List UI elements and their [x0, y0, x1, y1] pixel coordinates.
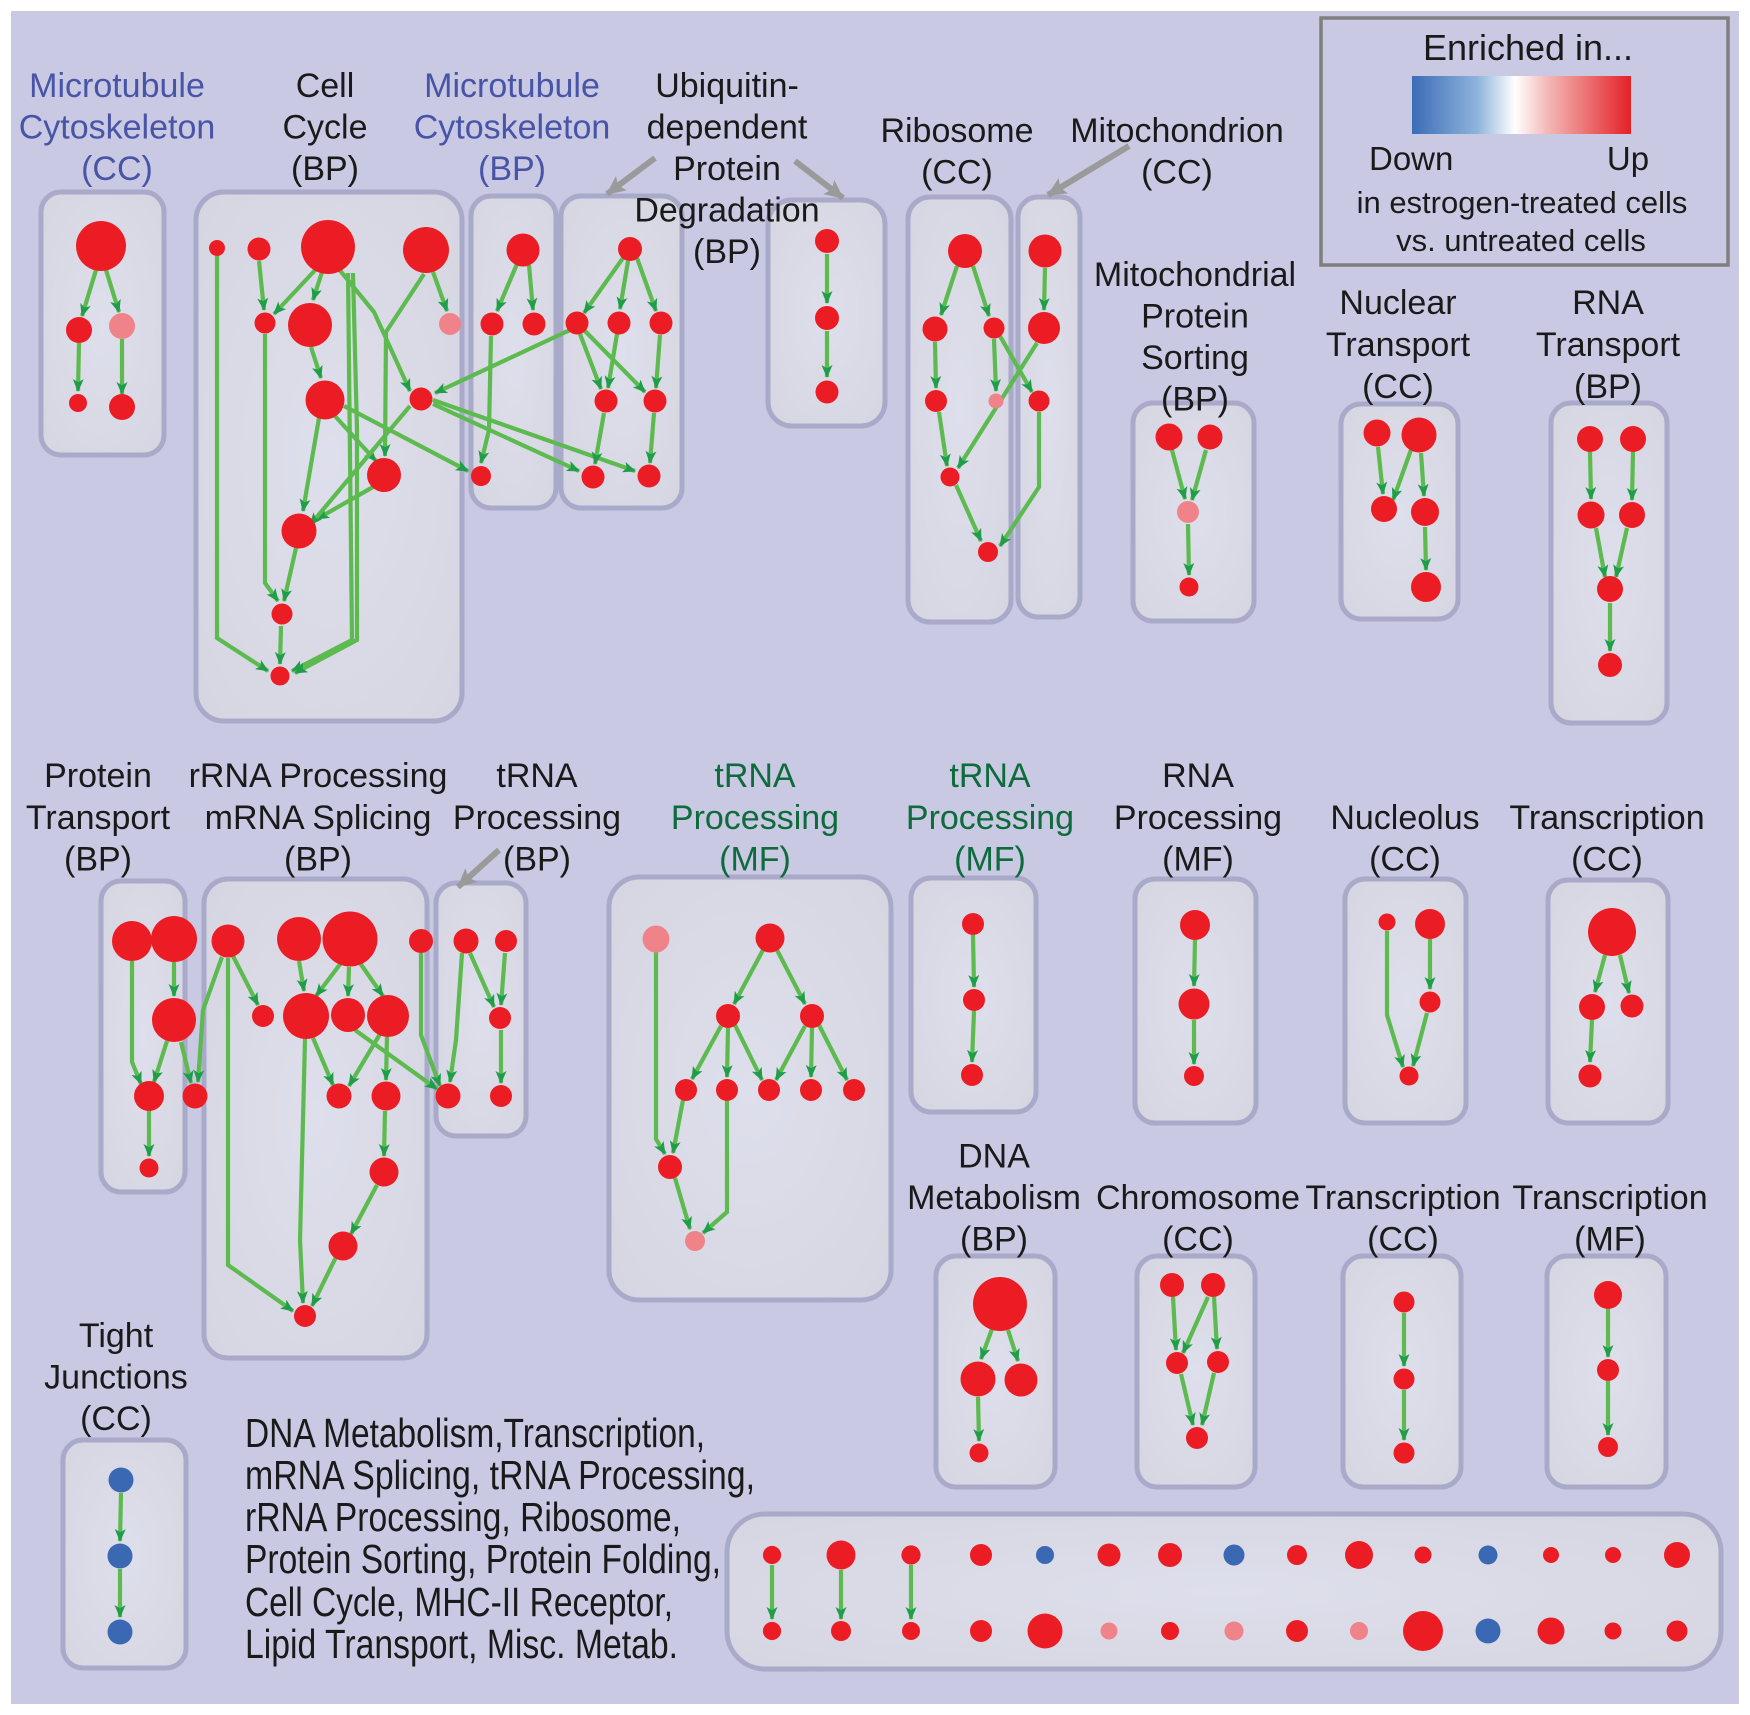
svg-text:(CC): (CC)	[81, 150, 153, 188]
svg-text:tRNA: tRNA	[949, 757, 1031, 795]
svg-text:Transcription: Transcription	[1305, 1179, 1500, 1217]
svg-text:Transport: Transport	[1326, 326, 1471, 364]
svg-text:Microtubule: Microtubule	[424, 67, 600, 105]
svg-text:(CC): (CC)	[1162, 1221, 1234, 1259]
svg-text:(BP): (BP)	[503, 841, 571, 879]
svg-text:dependent: dependent	[647, 109, 808, 147]
svg-text:Processing: Processing	[453, 799, 621, 837]
svg-text:Nuclear: Nuclear	[1339, 284, 1456, 322]
svg-text:(CC): (CC)	[1362, 368, 1434, 406]
svg-text:Protein Sorting, Protein Foldi: Protein Sorting, Protein Folding,	[245, 1536, 721, 1582]
svg-text:(CC): (CC)	[1571, 841, 1643, 879]
svg-text:(CC): (CC)	[1369, 841, 1441, 879]
svg-text:(BP): (BP)	[1161, 381, 1229, 419]
svg-text:Processing: Processing	[906, 799, 1074, 837]
svg-text:Nucleolus: Nucleolus	[1330, 799, 1479, 837]
svg-text:tRNA: tRNA	[496, 757, 578, 795]
svg-text:RNA: RNA	[1572, 284, 1644, 322]
svg-text:Up: Up	[1607, 140, 1649, 177]
svg-text:Transport: Transport	[1536, 326, 1681, 364]
svg-text:Microtubule: Microtubule	[29, 67, 205, 105]
svg-text:Cell: Cell	[296, 67, 355, 105]
svg-text:(BP): (BP)	[64, 841, 132, 879]
svg-text:Transcription: Transcription	[1512, 1179, 1707, 1217]
svg-text:Cycle: Cycle	[282, 109, 367, 147]
svg-text:Degradation: Degradation	[634, 192, 819, 230]
svg-text:Ubiquitin-: Ubiquitin-	[655, 67, 799, 105]
svg-text:tRNA: tRNA	[714, 757, 796, 795]
svg-text:(BP): (BP)	[291, 150, 359, 188]
svg-text:Down: Down	[1369, 140, 1453, 177]
svg-text:Cell Cycle, MHC-II Receptor,: Cell Cycle, MHC-II Receptor,	[245, 1579, 673, 1625]
svg-text:(MF): (MF)	[954, 841, 1026, 879]
svg-text:rRNA Processing, Ribosome,: rRNA Processing, Ribosome,	[245, 1494, 681, 1540]
svg-text:Lipid Transport, Misc. Metab.: Lipid Transport, Misc. Metab.	[245, 1621, 678, 1667]
svg-text:(BP): (BP)	[284, 841, 352, 879]
svg-text:rRNA Processing: rRNA Processing	[189, 757, 448, 795]
svg-text:Enriched in...: Enriched in...	[1423, 27, 1633, 68]
svg-text:Processing: Processing	[671, 799, 839, 837]
svg-text:(MF): (MF)	[1162, 841, 1234, 879]
svg-text:Metabolism: Metabolism	[907, 1179, 1081, 1217]
svg-text:Tight: Tight	[79, 1317, 154, 1355]
svg-text:(BP): (BP)	[478, 150, 546, 188]
svg-text:(CC): (CC)	[1141, 154, 1213, 192]
svg-text:DNA Metabolism,Transcription,: DNA Metabolism,Transcription,	[245, 1410, 705, 1456]
svg-text:(BP): (BP)	[1574, 368, 1642, 406]
svg-text:(BP): (BP)	[960, 1221, 1028, 1259]
svg-text:(CC): (CC)	[921, 154, 993, 192]
svg-text:in estrogen-treated cells: in estrogen-treated cells	[1357, 185, 1688, 220]
svg-text:Junctions: Junctions	[44, 1359, 188, 1397]
svg-text:Protein: Protein	[1141, 298, 1249, 336]
svg-text:RNA: RNA	[1162, 757, 1234, 795]
svg-text:(MF): (MF)	[719, 841, 791, 879]
svg-text:mRNA Splicing, tRNA Processing: mRNA Splicing, tRNA Processing,	[245, 1452, 755, 1498]
svg-text:Mitochondrial: Mitochondrial	[1094, 256, 1296, 294]
svg-text:(BP): (BP)	[693, 233, 761, 271]
svg-text:(MF): (MF)	[1574, 1221, 1646, 1259]
svg-text:Chromosome: Chromosome	[1096, 1179, 1300, 1217]
svg-text:DNA: DNA	[958, 1138, 1030, 1176]
svg-text:Ribosome: Ribosome	[880, 112, 1033, 150]
svg-text:Transcription: Transcription	[1509, 799, 1704, 837]
svg-text:vs. untreated cells: vs. untreated cells	[1396, 223, 1646, 258]
svg-text:Transport: Transport	[26, 799, 171, 837]
svg-text:Processing: Processing	[1114, 799, 1282, 837]
svg-text:Protein: Protein	[673, 150, 781, 188]
svg-text:Sorting: Sorting	[1141, 339, 1249, 377]
svg-text:Cytoskeleton: Cytoskeleton	[414, 109, 611, 147]
svg-text:(CC): (CC)	[80, 1400, 152, 1438]
svg-text:mRNA Splicing: mRNA Splicing	[205, 799, 432, 837]
svg-text:Mitochondrion: Mitochondrion	[1070, 112, 1284, 150]
svg-text:(CC): (CC)	[1367, 1221, 1439, 1259]
svg-text:Cytoskeleton: Cytoskeleton	[19, 109, 216, 147]
svg-text:Protein: Protein	[44, 757, 152, 795]
